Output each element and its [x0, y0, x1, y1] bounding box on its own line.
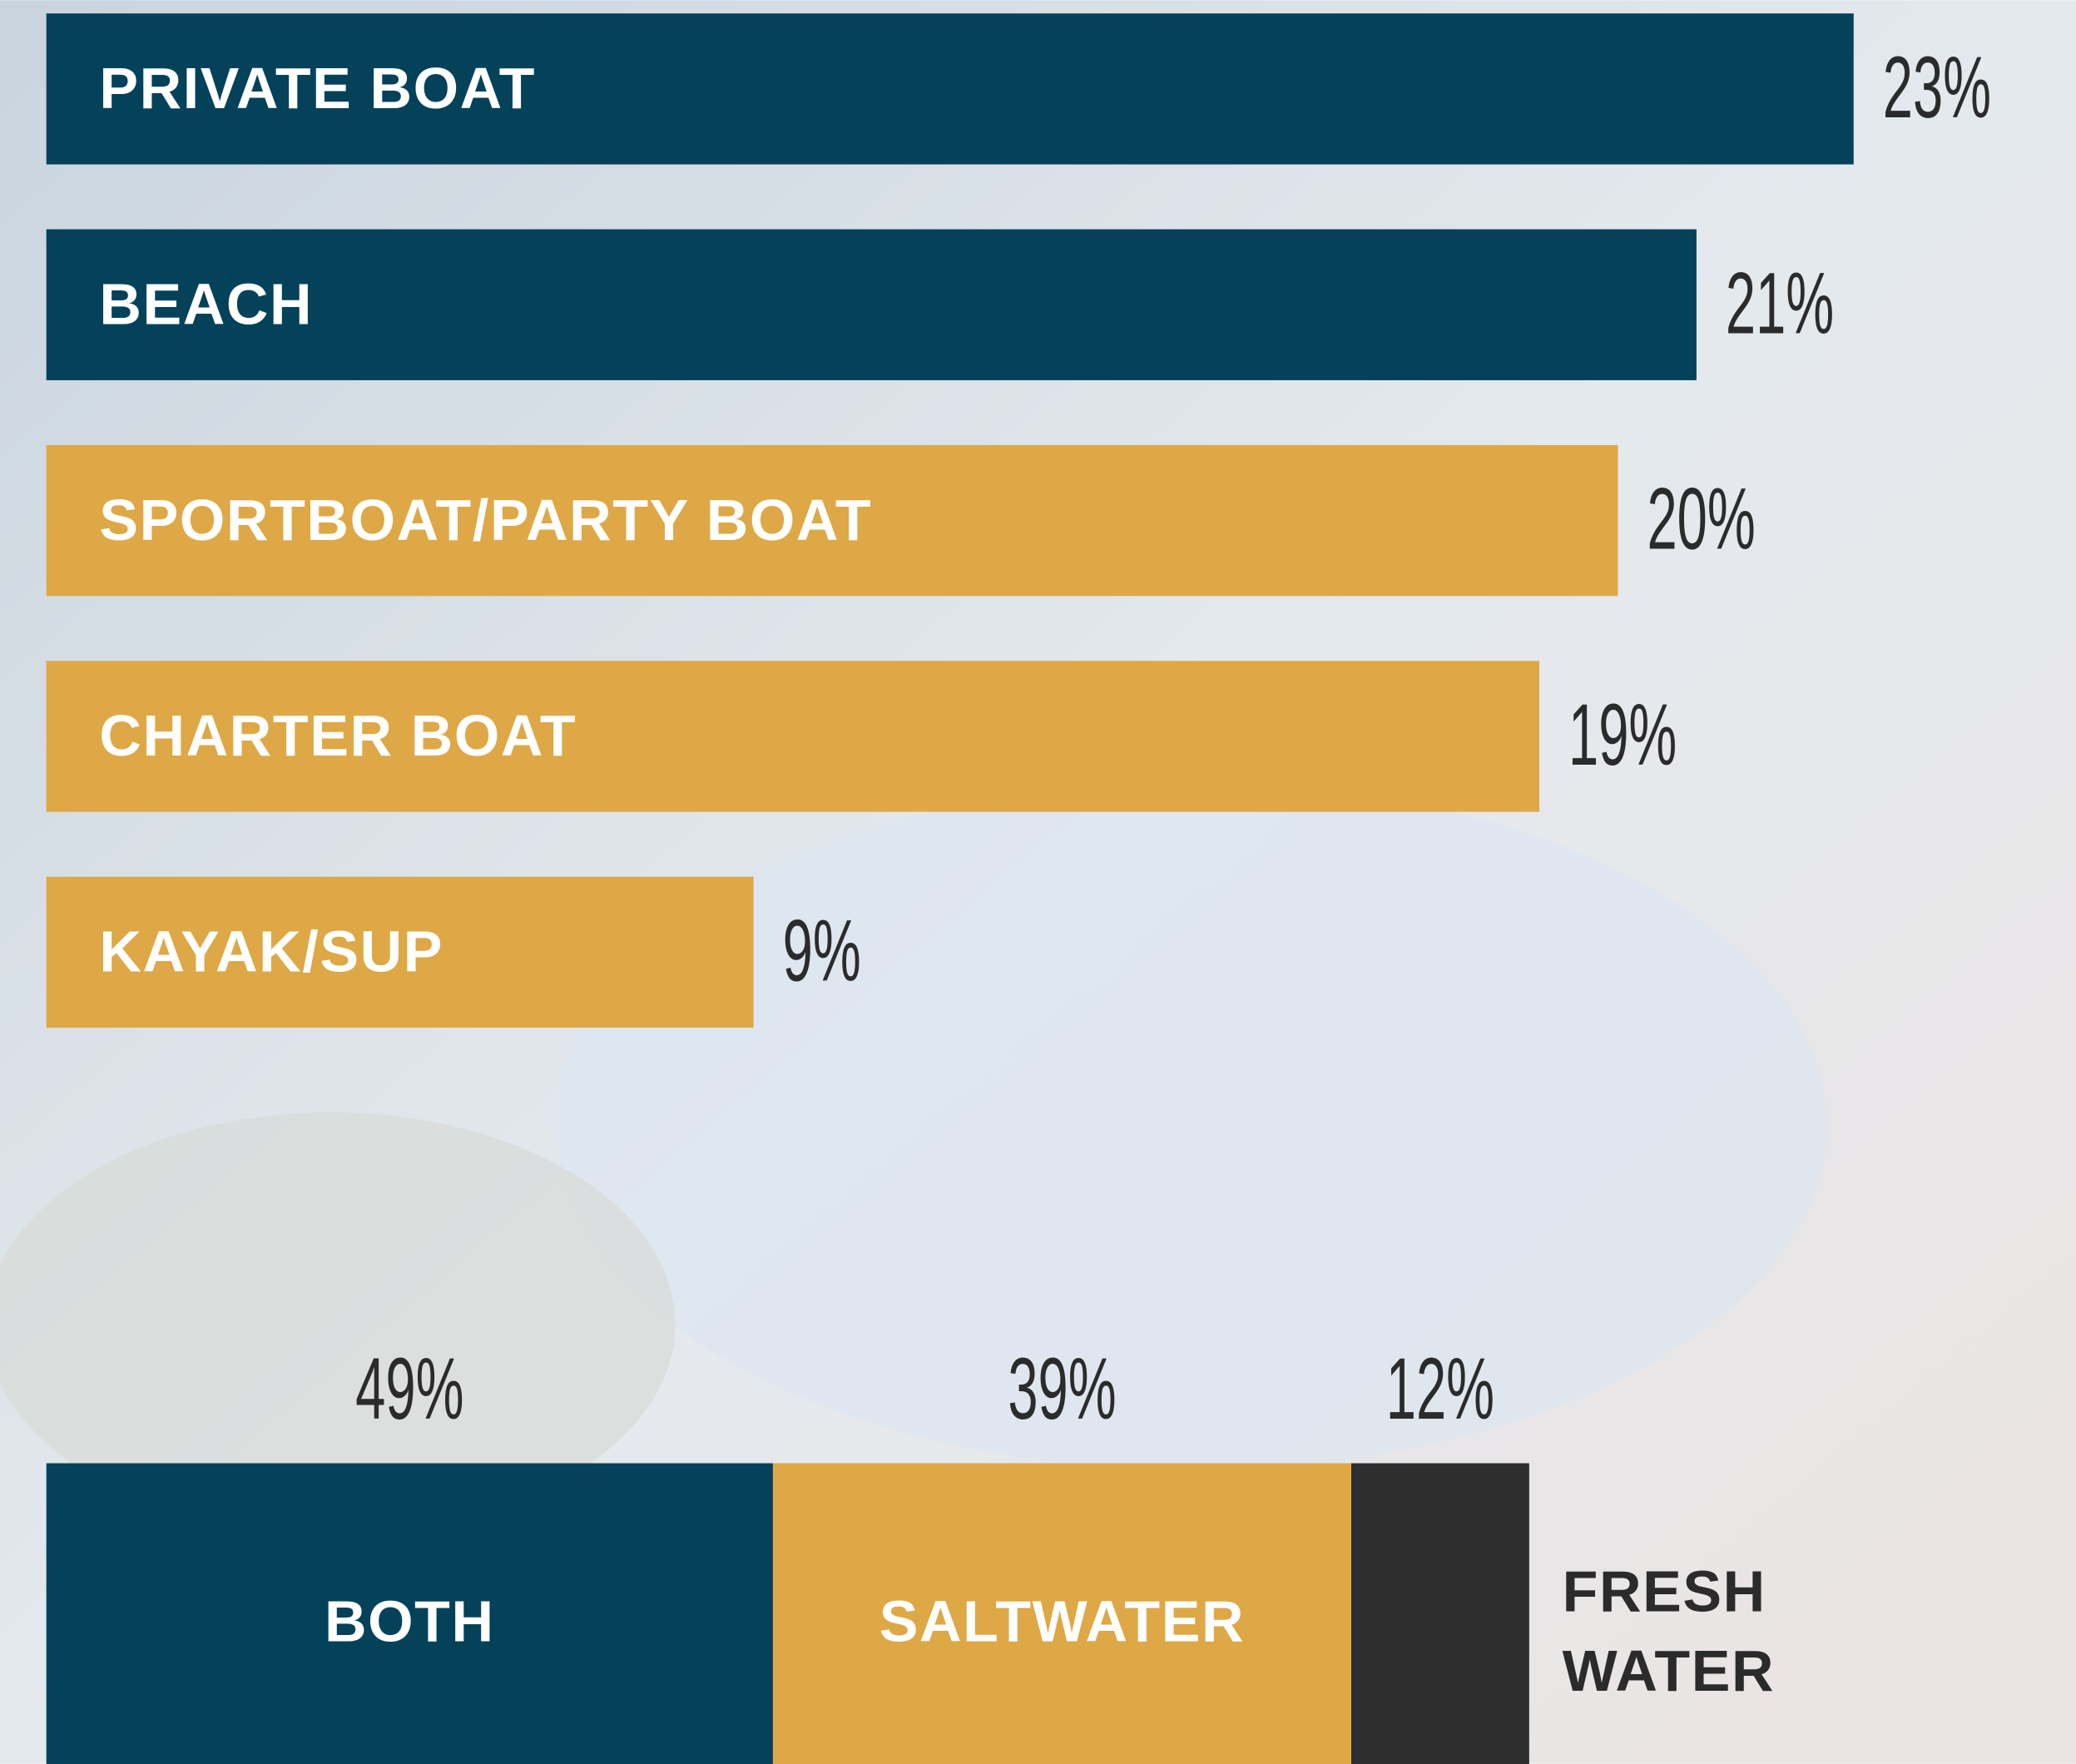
value-label: 19%: [1568, 686, 1677, 784]
value-label: 12%: [1386, 1340, 1494, 1438]
value-label: 20%: [1647, 470, 1755, 568]
segment-label: BOTH: [325, 1589, 495, 1654]
category-label: CHARTER BOAT: [99, 703, 577, 768]
page: PRIVATE BOAT 23% BEACH 21% SPORTBOAT/PARTY B…: [0, 0, 2076, 1764]
value-label: 21%: [1726, 254, 1834, 352]
segment: [1351, 1464, 1529, 1764]
value-label: 39%: [1008, 1340, 1116, 1438]
value-label: 23%: [1883, 38, 1991, 136]
category-label: BEACH: [99, 272, 313, 337]
category-label: SPORTBOAT/PARTY BOAT: [99, 488, 872, 552]
value-label: 49%: [355, 1340, 463, 1438]
category-label: PRIVATE BOAT: [99, 56, 536, 121]
value-label: 9%: [783, 901, 861, 999]
segment-label: SALTWATER: [879, 1589, 1245, 1654]
category-label: KAYAK/SUP: [99, 919, 443, 984]
chart: PRIVATE BOAT 23% BEACH 21% SPORTBOAT/PARTY B…: [0, 0, 2076, 1764]
